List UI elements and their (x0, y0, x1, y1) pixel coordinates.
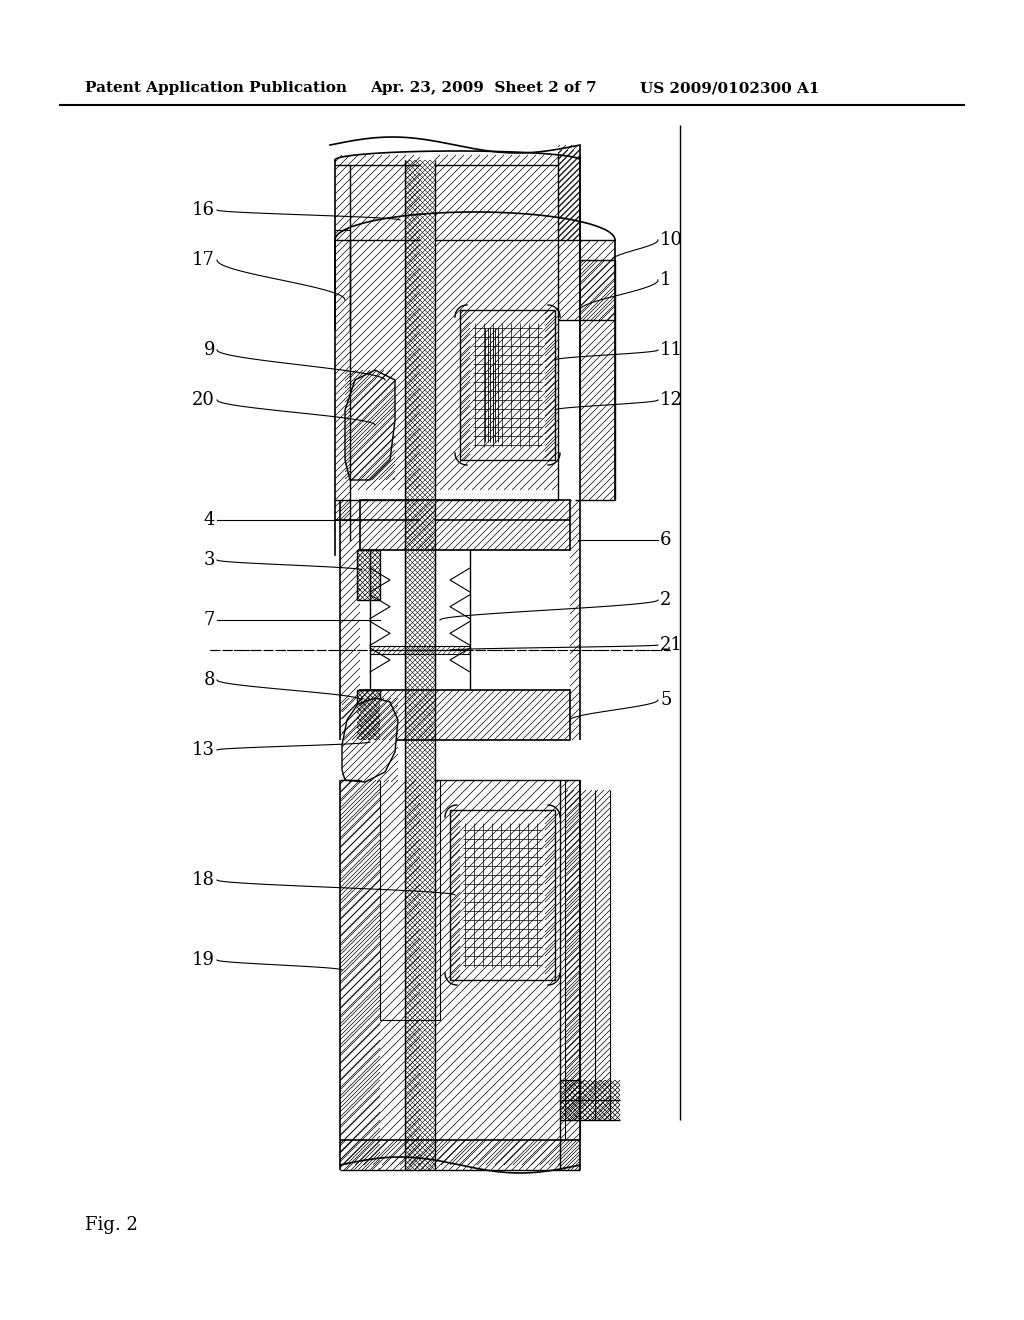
Bar (357, 690, 380, 741)
Text: 16: 16 (193, 201, 215, 219)
Bar (460, 820, 545, 970)
Text: 6: 6 (660, 531, 672, 549)
Text: 20: 20 (193, 391, 215, 409)
Bar (357, 550, 380, 601)
Polygon shape (342, 698, 398, 781)
Text: 5: 5 (660, 690, 672, 709)
Text: 2: 2 (660, 591, 672, 609)
Text: US 2009/0102300 A1: US 2009/0102300 A1 (640, 81, 819, 95)
Text: 10: 10 (660, 231, 683, 249)
Bar (470, 319, 545, 450)
Text: 8: 8 (204, 671, 215, 689)
Text: 11: 11 (660, 341, 683, 359)
Text: 1: 1 (660, 271, 672, 289)
Bar (360, 690, 570, 741)
Bar (460, 310, 555, 459)
Text: Apr. 23, 2009  Sheet 2 of 7: Apr. 23, 2009 Sheet 2 of 7 (370, 81, 597, 95)
Text: Fig. 2: Fig. 2 (85, 1216, 138, 1234)
Bar (450, 810, 555, 979)
Bar (360, 500, 570, 550)
Text: 9: 9 (204, 341, 215, 359)
Bar (370, 645, 470, 653)
Text: 13: 13 (193, 741, 215, 759)
Text: 17: 17 (193, 251, 215, 269)
Text: 7: 7 (204, 611, 215, 630)
Text: 3: 3 (204, 550, 215, 569)
Polygon shape (345, 370, 395, 480)
Text: 21: 21 (660, 636, 683, 653)
Text: 18: 18 (193, 871, 215, 888)
Text: 19: 19 (193, 950, 215, 969)
Text: 12: 12 (660, 391, 683, 409)
Text: 4: 4 (204, 511, 215, 529)
Text: Patent Application Publication: Patent Application Publication (85, 81, 347, 95)
